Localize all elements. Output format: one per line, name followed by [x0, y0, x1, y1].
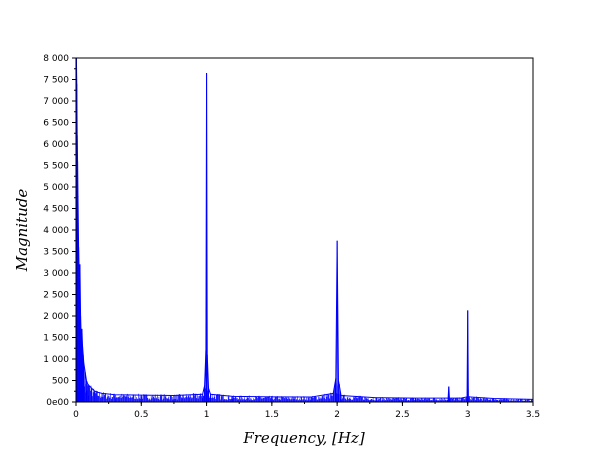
y-tick-label: 500: [52, 377, 69, 387]
x-tick-label: 3.5: [526, 410, 540, 420]
y-tick-label: 5 500: [43, 162, 69, 172]
y-tick-label: 2 500: [43, 291, 69, 301]
y-tick-label: 0e00: [46, 398, 69, 408]
y-tick-label: 2 000: [43, 312, 69, 322]
y-tick-label: 1 500: [43, 334, 69, 344]
y-tick-label: 1 000: [43, 355, 69, 365]
x-tick-label: 1.5: [265, 410, 279, 420]
y-tick-label: 5 000: [43, 183, 69, 193]
y-tick-label: 8 000: [43, 54, 69, 64]
y-axis-label: Magnitude: [13, 189, 31, 273]
x-tick-label: 1: [204, 410, 210, 420]
y-tick-label: 3 000: [43, 269, 69, 279]
x-tick-label: 2: [334, 410, 340, 420]
y-tick-label: 3 500: [43, 248, 69, 258]
y-tick-label: 6 000: [43, 140, 69, 150]
x-tick-label: 3: [465, 410, 471, 420]
y-tick-label: 7 500: [43, 76, 69, 86]
x-axis-label: Frequency, [Hz]: [242, 429, 365, 447]
x-tick-label: 2.5: [395, 410, 409, 420]
axes-group: 0 0.5 1 1.5 2 2.5 3 3.5 0e00 500 1 000 1 500 2 000 2 …: [43, 54, 540, 420]
y-tick-label: 7 000: [43, 97, 69, 107]
y-tick-label: 4 500: [43, 205, 69, 215]
y-tick-label: 4 000: [43, 226, 69, 236]
x-tick-label: 0: [73, 410, 79, 420]
x-tick-label: 0.5: [134, 410, 148, 420]
plot-area: [76, 58, 533, 402]
y-tick-label: 6 500: [43, 119, 69, 129]
